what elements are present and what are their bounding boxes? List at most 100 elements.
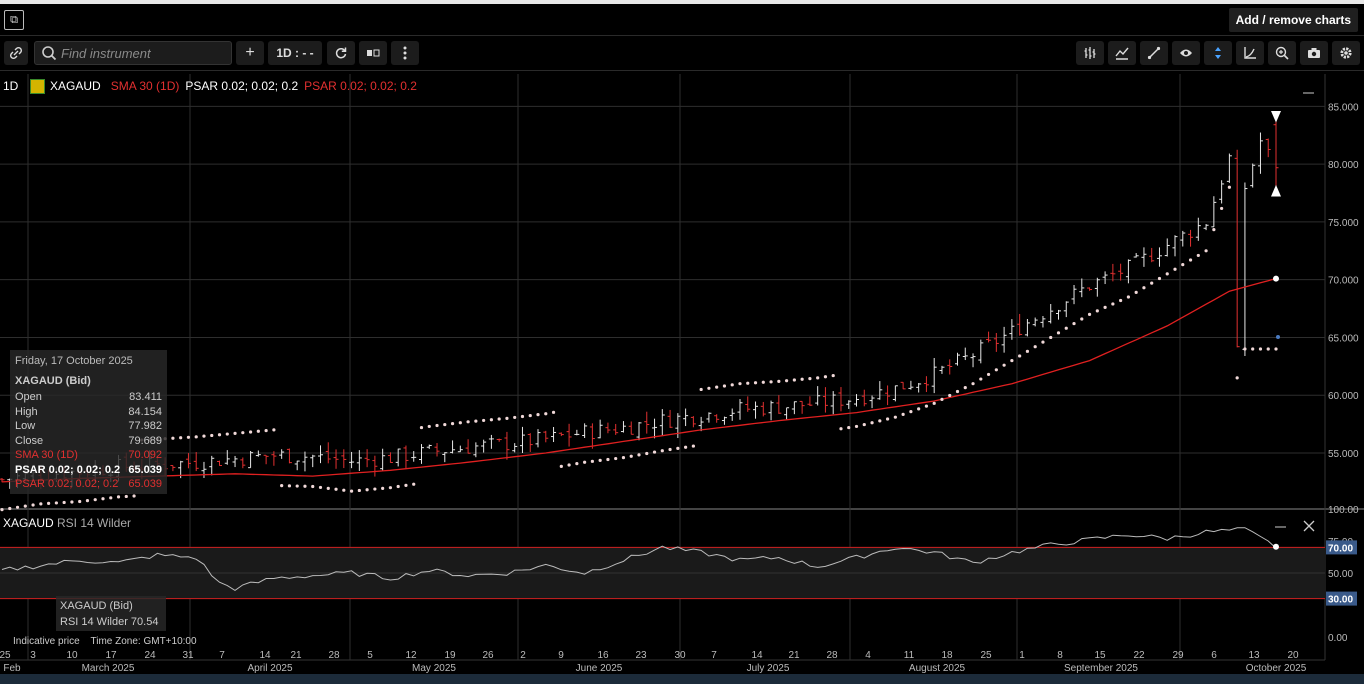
info-row-label: Close — [15, 434, 44, 447]
psar-dot — [62, 500, 66, 505]
day-tick-label: 26 — [482, 650, 494, 661]
search-input[interactable] — [61, 45, 226, 61]
window-icon[interactable]: ⧉ — [4, 10, 24, 30]
rsi-close-icon — [1303, 520, 1315, 532]
legend-psar-red[interactable]: PSAR 0.02; 0.02; 0.2 — [304, 79, 417, 93]
psar-dot — [1212, 228, 1216, 232]
psar-dot — [0, 508, 4, 512]
psar-dot — [505, 416, 509, 420]
screenshot-button[interactable] — [1300, 41, 1328, 65]
psar-dot — [272, 428, 276, 432]
day-tick-label: 12 — [405, 650, 417, 661]
legend-sma[interactable]: SMA 30 (1D) — [110, 79, 180, 93]
psar-dot — [808, 376, 812, 381]
month-tick-label: April 2025 — [247, 663, 292, 674]
psar-dot — [924, 404, 929, 408]
link-button[interactable] — [4, 41, 28, 65]
psar-dot — [85, 499, 90, 503]
psar-dot — [233, 431, 237, 435]
drawing-button[interactable] — [1140, 41, 1168, 65]
bar-type-button[interactable] — [1076, 41, 1104, 65]
info-date: Friday, 17 October 2025 — [15, 355, 133, 367]
day-tick-label: 14 — [259, 650, 271, 661]
timeframe-button[interactable]: 1D : - - — [268, 41, 322, 65]
settings-button[interactable] — [1332, 41, 1360, 65]
refresh-icon — [335, 47, 347, 59]
psar-dot — [373, 487, 377, 491]
psar-dot — [1227, 185, 1231, 189]
rsi-title: XAGAUD — [3, 516, 54, 530]
link-icon — [9, 46, 23, 60]
psar-dot — [847, 425, 851, 430]
zoom-button[interactable] — [1268, 41, 1296, 65]
find-instrument-search[interactable] — [34, 41, 232, 65]
psar-dot — [116, 495, 121, 499]
psar-dot — [870, 421, 874, 425]
rsi-info-box: XAGAUD (Bid) RSI 14 Wilder 70.54 — [56, 596, 166, 631]
psar-dot — [831, 373, 835, 378]
rsi-70-marker-bg — [1326, 540, 1357, 555]
psar-dot — [792, 378, 796, 382]
month-tick-label: August 2025 — [909, 663, 966, 674]
psar-dot — [567, 463, 571, 467]
psar-last-marker — [1276, 335, 1280, 340]
info-instrument: XAGAUD (Bid) — [15, 375, 91, 387]
sma-line — [1, 277, 1277, 483]
psar-dot — [419, 425, 424, 430]
camera-icon — [1308, 48, 1320, 58]
psar-dot — [1041, 340, 1045, 344]
footer-note: Indicative price Time Zone: GMT+10:00 — [13, 636, 197, 647]
psar-dot — [746, 381, 750, 385]
add-remove-charts-button[interactable]: Add / remove charts — [1228, 8, 1358, 32]
top-bar: ⧉ Add / remove charts — [0, 4, 1364, 36]
psar-dot — [443, 422, 447, 427]
psar-dot — [1274, 347, 1278, 351]
psar-dot — [583, 460, 587, 464]
info-row: Open 83.411 — [15, 390, 162, 404]
info-row-value: 84.154 — [128, 405, 162, 418]
psar-dot — [1150, 281, 1154, 285]
psar-dot — [823, 375, 828, 379]
day-tick-label: 24 — [144, 650, 156, 661]
bar-type-icon — [1084, 47, 1096, 59]
psar-dot — [303, 484, 307, 488]
indicators-button[interactable] — [1108, 41, 1136, 65]
info-row: Close 79.689 — [15, 434, 162, 448]
os-taskbar — [0, 674, 1364, 684]
psar-dot — [878, 419, 882, 423]
psar-dot — [404, 483, 408, 487]
zoom-icon — [1275, 46, 1289, 60]
refresh-button[interactable] — [327, 41, 355, 65]
layout-button[interactable] — [359, 41, 387, 65]
rsi-30-marker-bg — [1326, 591, 1357, 606]
psar-dot — [614, 456, 618, 461]
price-chart[interactable]: 85.000 80.000 75.000 70.000 65.000 60.000 55.0… — [0, 72, 1364, 684]
psar-dot — [497, 417, 501, 421]
psar-dot — [575, 462, 579, 466]
legend-psar-white[interactable]: PSAR 0.02; 0.02; 0.2 — [185, 79, 299, 93]
rsi-indicator-label: RSI 14 Wilder — [57, 516, 131, 530]
psar-dot — [474, 419, 478, 423]
legend-symbol[interactable]: XAGAUD — [50, 79, 101, 93]
psar-dot — [784, 379, 789, 383]
rsi-box-value: RSI 14 Wilder 70.54 — [60, 616, 159, 628]
psar-dot — [23, 504, 27, 508]
psar-dot — [1126, 295, 1131, 299]
psar-dot — [194, 435, 198, 439]
crosshair-button[interactable] — [1204, 41, 1232, 65]
psar-dot — [691, 444, 695, 448]
psar-dot — [753, 381, 758, 385]
psar-dot — [1266, 347, 1270, 351]
psar-dot — [318, 485, 323, 490]
psar-dot — [31, 503, 35, 507]
day-tick-label: 31 — [182, 650, 194, 661]
info-row: SMA 30 (1D) 70.092 — [15, 448, 162, 462]
visibility-button[interactable] — [1172, 41, 1200, 65]
info-row-value: 65.039 — [128, 478, 162, 490]
month-tick-label: March 2025 — [82, 663, 135, 674]
curve-button[interactable] — [1236, 41, 1264, 65]
more-options-button[interactable] — [391, 41, 419, 65]
add-instrument-button[interactable]: + — [236, 41, 264, 65]
price-tick-label: 85.000 — [1328, 102, 1359, 113]
psar-dot — [1258, 347, 1263, 351]
